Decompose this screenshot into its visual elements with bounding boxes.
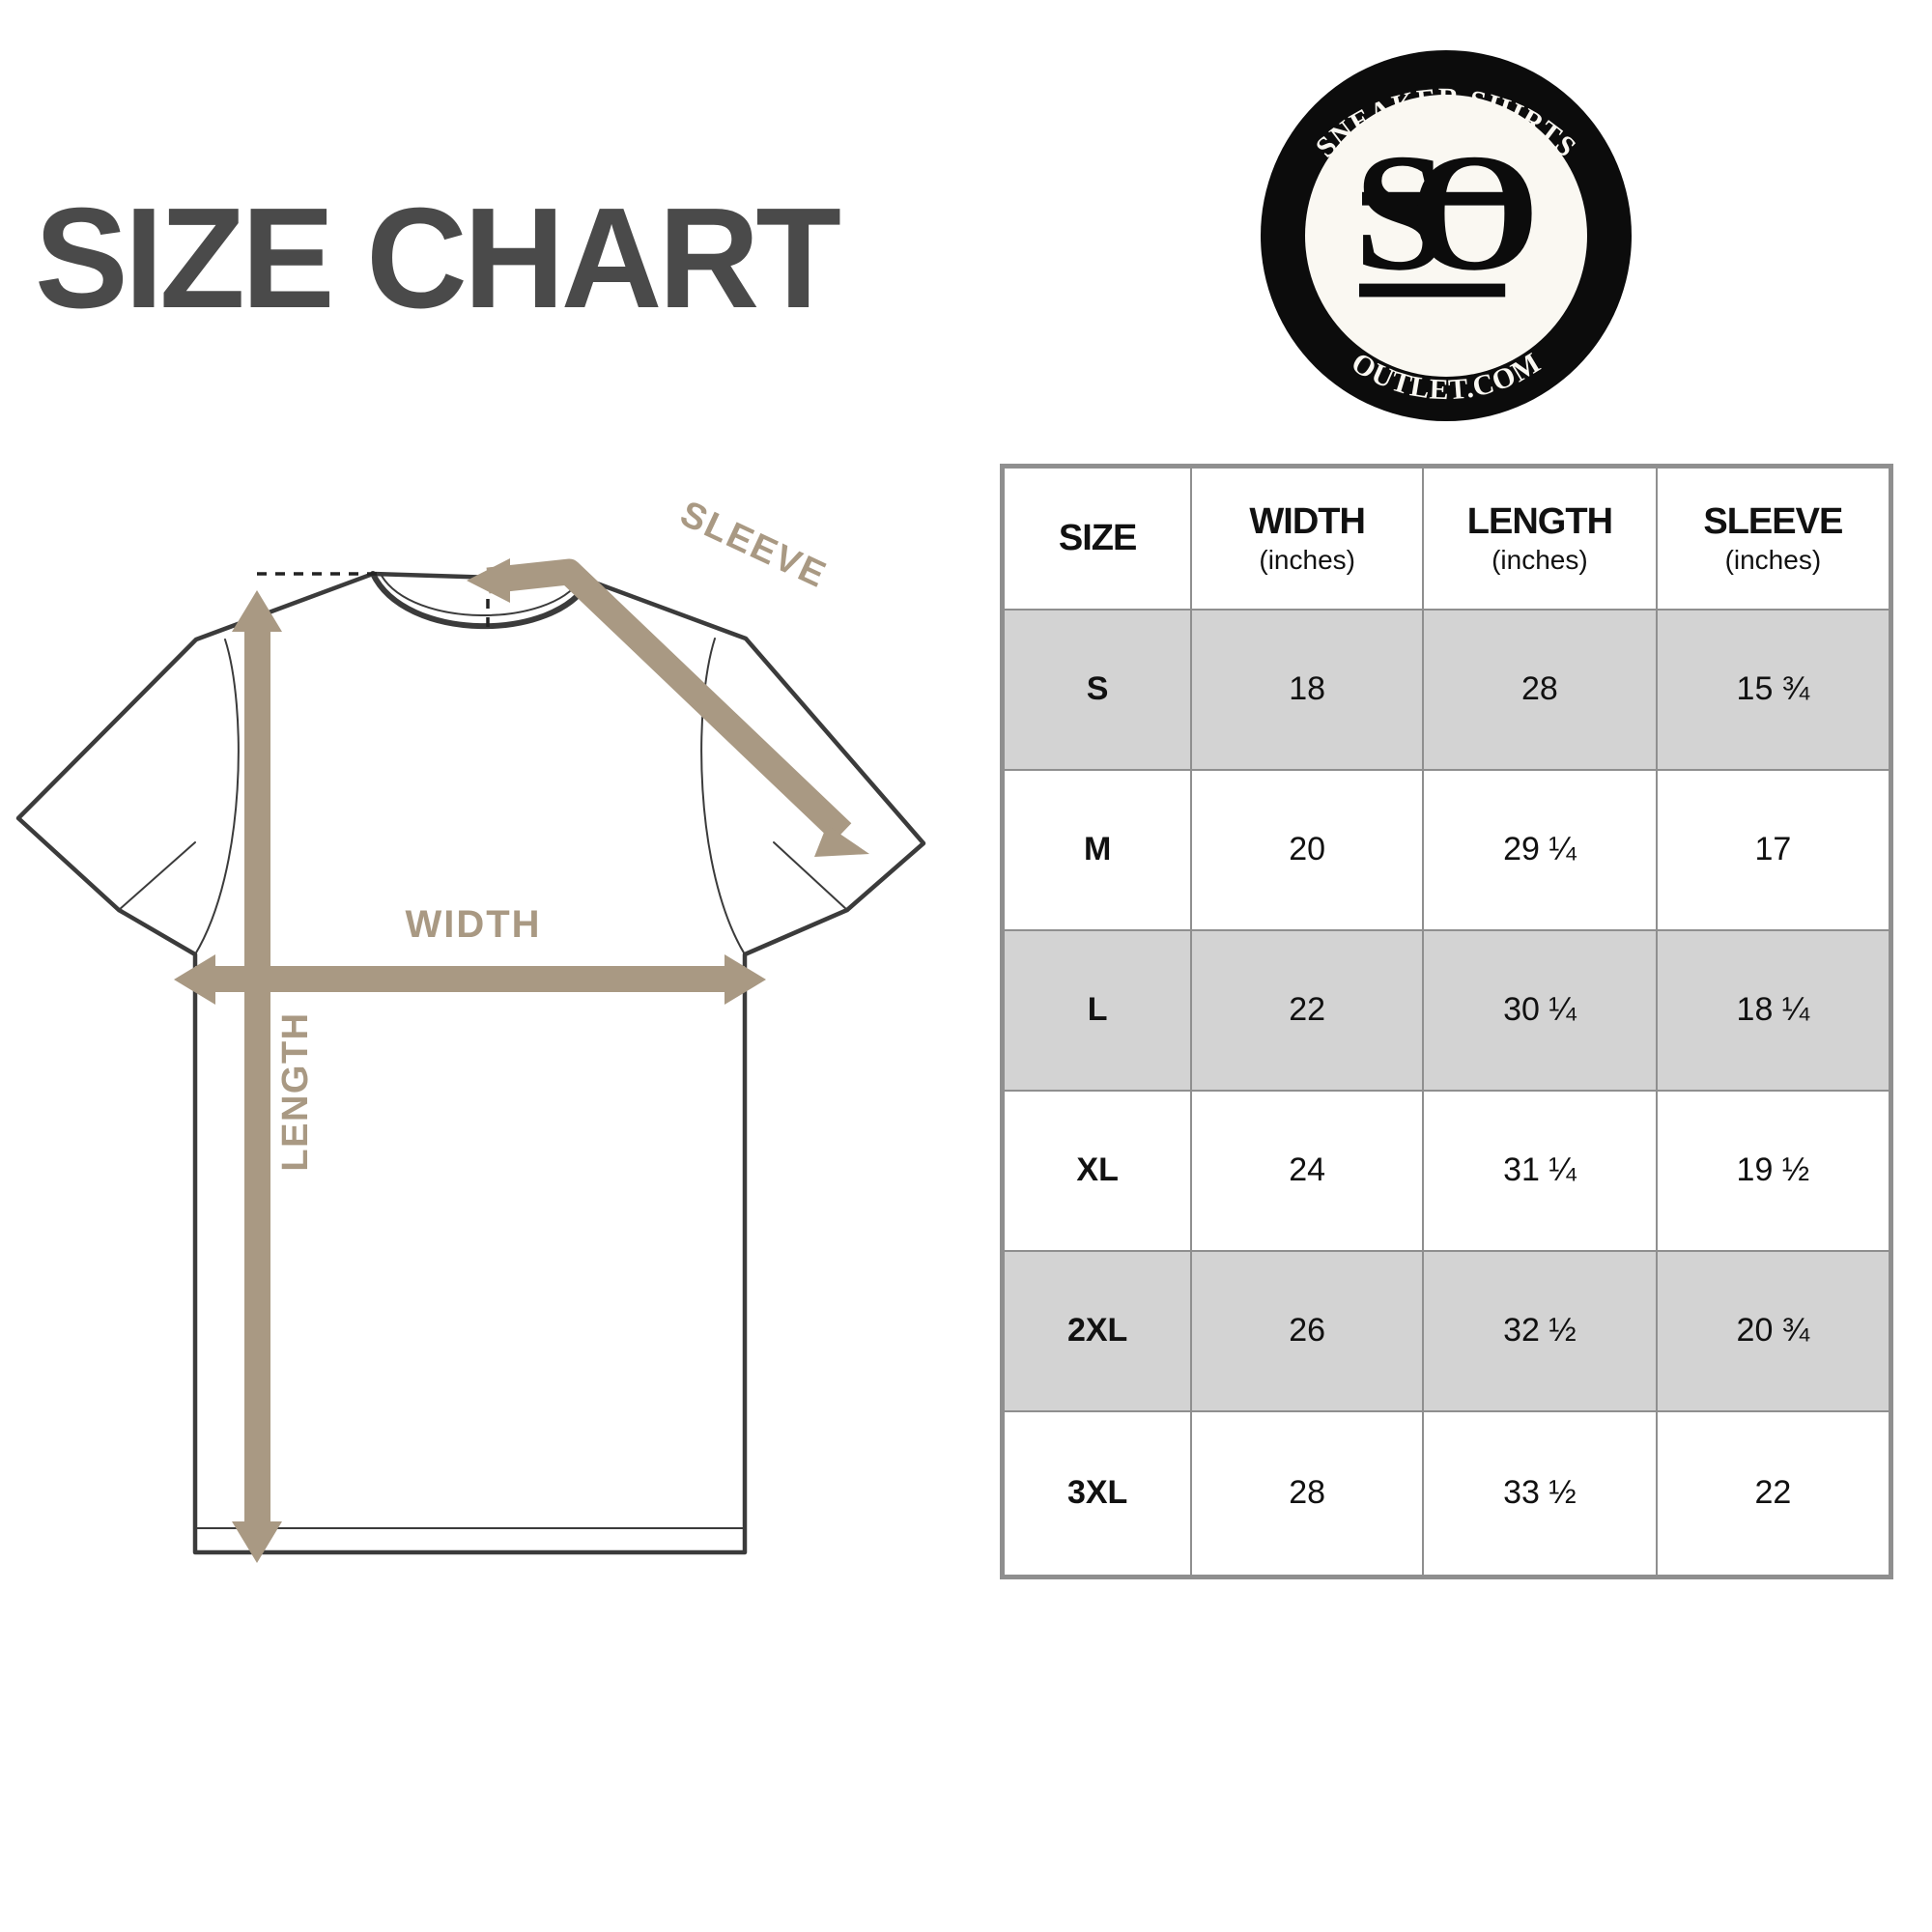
svg-text:WIDTH: WIDTH xyxy=(405,903,541,946)
svg-text:LENGTH: LENGTH xyxy=(275,1011,316,1171)
svg-text:O: O xyxy=(1409,119,1540,305)
svg-text:SLEEVE: SLEEVE xyxy=(674,494,834,597)
